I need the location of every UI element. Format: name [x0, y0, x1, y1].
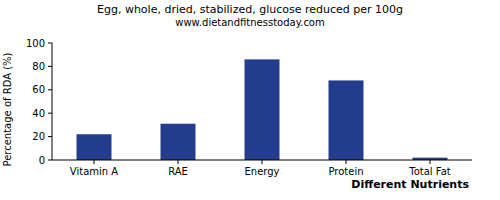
bar — [245, 59, 280, 160]
y-axis-label: Percentage of RDA (%) — [2, 52, 13, 166]
subtitle: www.dietandfitnesstoday.com — [175, 17, 324, 28]
x-tick — [178, 160, 179, 164]
y-tick-label: 20 — [32, 131, 45, 142]
y-tick-label: 60 — [32, 84, 45, 95]
y-tick — [48, 160, 52, 161]
x-tick-label: Vitamin A — [70, 166, 118, 177]
y-tick-label: 40 — [32, 108, 45, 119]
x-tick — [94, 160, 95, 164]
y-tick-label: 100 — [26, 38, 45, 49]
x-tick-label: Total Fat — [408, 166, 450, 177]
chart-svg: Egg, whole, dried, stabilized, glucose r… — [0, 0, 500, 200]
title: Egg, whole, dried, stabilized, glucose r… — [97, 3, 403, 16]
y-tick-label: 0 — [39, 155, 45, 166]
y-axis-line — [52, 43, 53, 160]
y-tick-label: 80 — [32, 61, 45, 72]
x-tick — [430, 160, 431, 164]
bar — [161, 124, 196, 160]
x-axis-label: Different Nutrients — [351, 178, 469, 191]
bars — [77, 59, 448, 160]
y-tick — [48, 89, 52, 90]
bar — [329, 80, 364, 160]
y-tick — [48, 43, 52, 44]
y-tick — [48, 136, 52, 137]
x-tick-label: Protein — [328, 166, 363, 177]
x-tick — [262, 160, 263, 164]
y-tick — [48, 113, 52, 114]
x-tick-label: RAE — [168, 166, 188, 177]
chart-container: Egg, whole, dried, stabilized, glucose r… — [0, 0, 500, 200]
x-tick-label: Energy — [244, 166, 279, 177]
bar — [77, 134, 112, 160]
y-tick — [48, 66, 52, 67]
x-tick — [346, 160, 347, 164]
